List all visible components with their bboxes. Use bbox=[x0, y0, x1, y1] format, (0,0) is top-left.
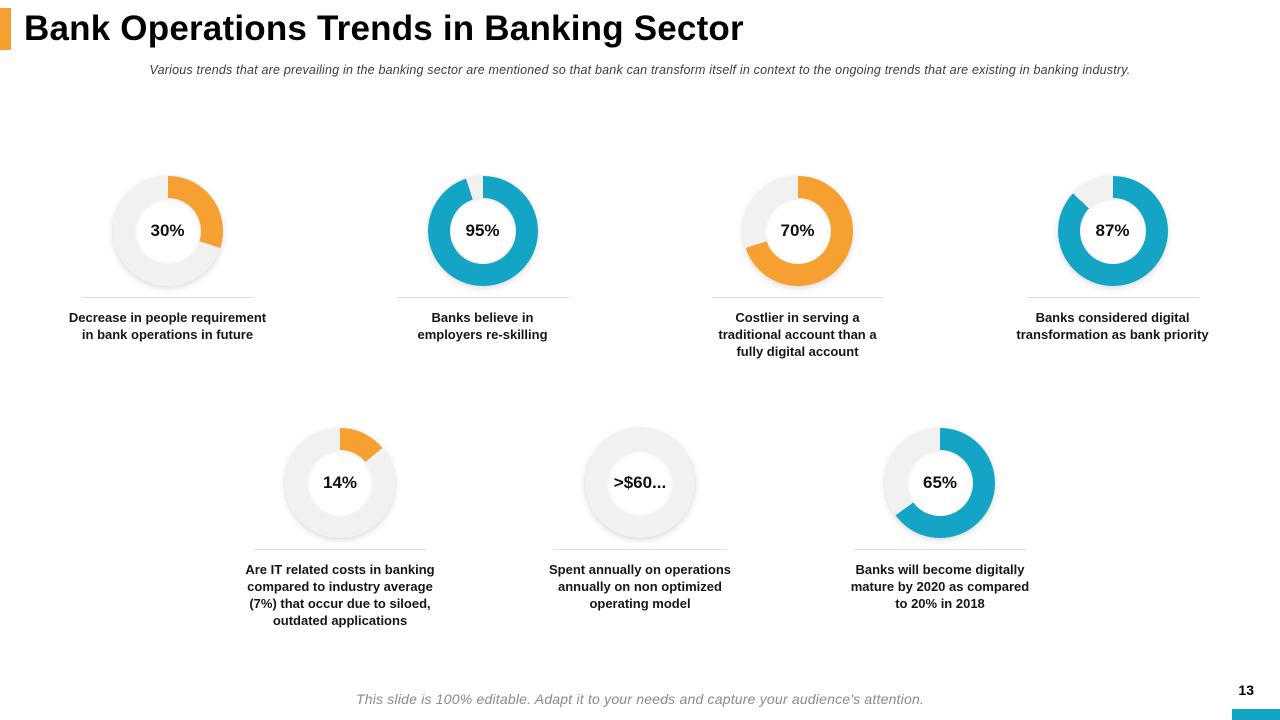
page-number: 13 bbox=[1238, 682, 1254, 698]
donut-chart: 95% bbox=[427, 176, 538, 286]
donut-card: 30% Decrease in people requirement in ban… bbox=[10, 176, 325, 360]
donut-caption: Decrease in people requirement in bank o… bbox=[68, 310, 267, 343]
donut-chart: 87% bbox=[1057, 176, 1168, 286]
donut-chart: 30% bbox=[112, 176, 223, 286]
caption-divider bbox=[554, 549, 726, 550]
donut-value-label: >$60... bbox=[613, 473, 667, 492]
title-accent-bar bbox=[0, 8, 11, 50]
caption-divider bbox=[396, 297, 569, 298]
corner-accent-bar bbox=[1232, 709, 1280, 720]
slide-title: Bank Operations Trends in Banking Sector bbox=[24, 9, 744, 48]
donut-chart: 65% bbox=[885, 428, 995, 538]
donut-value-label: 14% bbox=[322, 473, 358, 492]
donut-card: >$60... Spent annually on operations annu… bbox=[490, 428, 790, 630]
donut-chart: >$60... bbox=[585, 428, 695, 538]
donut-value-label: 95% bbox=[465, 221, 500, 240]
slide-header: Bank Operations Trends in Banking Sector bbox=[0, 8, 744, 50]
donut-card: 65% Banks will become digitally mature by… bbox=[790, 428, 1090, 630]
slide-footer-note: This slide is 100% editable. Adapt it to… bbox=[355, 691, 925, 707]
donut-center: 65% bbox=[907, 450, 973, 516]
caption-divider bbox=[81, 297, 254, 298]
donut-card: 87% Banks considered digital transformati… bbox=[955, 176, 1270, 360]
donut-value-label: 87% bbox=[1095, 221, 1130, 240]
donut-center: 87% bbox=[1079, 198, 1146, 264]
donut-card: 14% Are IT related costs in banking compa… bbox=[190, 428, 490, 630]
donut-card: 95% Banks believe in employers re-skillin… bbox=[325, 176, 640, 360]
donut-center: 95% bbox=[449, 198, 516, 264]
donut-caption: Banks will become digitally mature by 20… bbox=[850, 562, 1030, 612]
donut-caption: Costlier in serving a traditional accoun… bbox=[718, 310, 877, 360]
donut-value-label: 30% bbox=[150, 221, 185, 240]
donut-value-label: 70% bbox=[780, 221, 815, 240]
slide-subtitle: Various trends that are prevailing in th… bbox=[149, 63, 1131, 77]
donut-chart: 14% bbox=[285, 428, 395, 538]
donut-center: 30% bbox=[134, 198, 201, 264]
donut-caption: Banks believe in employers re-skilling bbox=[417, 310, 548, 343]
caption-divider bbox=[1026, 297, 1199, 298]
donut-center: 14% bbox=[307, 450, 373, 516]
donut-center: >$60... bbox=[607, 450, 673, 516]
caption-divider bbox=[854, 549, 1026, 550]
donut-caption: Banks considered digital transformation … bbox=[1016, 310, 1209, 343]
donut-row-top: 30% Decrease in people requirement in ban… bbox=[10, 176, 1270, 360]
donut-value-label: 65% bbox=[922, 473, 958, 492]
donut-chart: 70% bbox=[742, 176, 853, 286]
caption-divider bbox=[711, 297, 884, 298]
caption-divider bbox=[254, 549, 426, 550]
donut-row-bottom: 14% Are IT related costs in banking compa… bbox=[190, 428, 1090, 630]
donut-caption: Are IT related costs in banking compared… bbox=[245, 562, 435, 629]
donut-card: 70% Costlier in serving a traditional acc… bbox=[640, 176, 955, 360]
donut-caption: Spent annually on operations annually on… bbox=[548, 562, 732, 612]
donut-center: 70% bbox=[764, 198, 831, 264]
